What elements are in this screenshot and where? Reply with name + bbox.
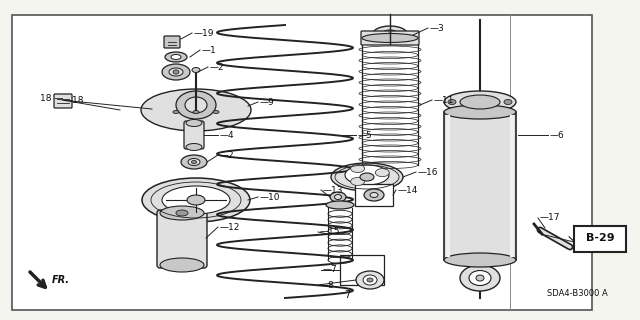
Ellipse shape xyxy=(160,258,204,272)
Ellipse shape xyxy=(345,165,389,185)
Ellipse shape xyxy=(193,110,199,114)
Text: —9: —9 xyxy=(260,98,275,107)
Text: —4: —4 xyxy=(220,131,235,140)
Ellipse shape xyxy=(444,253,516,267)
FancyBboxPatch shape xyxy=(164,36,180,48)
Ellipse shape xyxy=(469,270,491,285)
Ellipse shape xyxy=(351,178,365,186)
Ellipse shape xyxy=(213,110,219,114)
Text: —19: —19 xyxy=(194,28,214,37)
Ellipse shape xyxy=(331,163,403,191)
Text: —2: —2 xyxy=(210,62,225,71)
FancyBboxPatch shape xyxy=(361,31,419,45)
Text: FR.: FR. xyxy=(52,275,70,285)
Text: —5: —5 xyxy=(358,131,372,140)
Ellipse shape xyxy=(476,275,484,281)
Text: SDA4-B3000 A: SDA4-B3000 A xyxy=(547,289,608,298)
Ellipse shape xyxy=(173,70,179,74)
Ellipse shape xyxy=(162,186,230,214)
Ellipse shape xyxy=(191,161,196,164)
FancyBboxPatch shape xyxy=(54,94,72,108)
Text: —16: —16 xyxy=(418,167,438,177)
Text: —3: —3 xyxy=(430,23,445,33)
Text: —18: —18 xyxy=(64,95,84,105)
Ellipse shape xyxy=(186,119,202,126)
Text: —17: —17 xyxy=(540,213,561,222)
Ellipse shape xyxy=(444,91,516,113)
Ellipse shape xyxy=(356,271,384,289)
Ellipse shape xyxy=(448,100,456,105)
Text: —12: —12 xyxy=(220,222,241,231)
FancyBboxPatch shape xyxy=(184,121,204,149)
Bar xyxy=(444,112,516,260)
Text: —2: —2 xyxy=(220,150,235,159)
Ellipse shape xyxy=(162,64,190,80)
Ellipse shape xyxy=(381,30,399,40)
Text: —15: —15 xyxy=(320,228,340,236)
Ellipse shape xyxy=(176,91,216,119)
Ellipse shape xyxy=(171,54,181,60)
Bar xyxy=(340,255,384,285)
Ellipse shape xyxy=(370,193,378,197)
Bar xyxy=(355,184,393,206)
Ellipse shape xyxy=(185,97,207,113)
Text: —6: —6 xyxy=(550,131,564,140)
Ellipse shape xyxy=(173,110,179,114)
Ellipse shape xyxy=(181,155,207,169)
Ellipse shape xyxy=(192,68,200,73)
Ellipse shape xyxy=(186,143,202,150)
Text: —1: —1 xyxy=(202,45,217,54)
Ellipse shape xyxy=(187,195,205,205)
Text: 18 —: 18 — xyxy=(40,93,63,102)
Bar xyxy=(574,226,626,252)
Text: —13: —13 xyxy=(323,186,344,195)
Ellipse shape xyxy=(504,100,512,105)
Ellipse shape xyxy=(387,33,394,37)
Ellipse shape xyxy=(326,201,354,209)
FancyBboxPatch shape xyxy=(157,210,207,268)
Ellipse shape xyxy=(160,206,204,220)
Text: —7: —7 xyxy=(323,266,338,275)
Ellipse shape xyxy=(169,68,183,76)
Ellipse shape xyxy=(444,105,516,119)
Ellipse shape xyxy=(141,89,251,131)
Ellipse shape xyxy=(367,278,373,282)
Ellipse shape xyxy=(165,52,187,62)
Ellipse shape xyxy=(351,164,365,172)
Text: —8: —8 xyxy=(320,281,335,290)
Text: —11: —11 xyxy=(434,95,454,105)
Ellipse shape xyxy=(364,189,384,201)
Ellipse shape xyxy=(372,26,408,44)
Ellipse shape xyxy=(335,195,342,199)
Ellipse shape xyxy=(330,192,346,202)
Ellipse shape xyxy=(362,34,418,43)
Ellipse shape xyxy=(360,173,374,181)
Ellipse shape xyxy=(188,158,200,165)
Ellipse shape xyxy=(142,178,250,222)
Text: —14: —14 xyxy=(398,186,419,195)
Ellipse shape xyxy=(460,95,500,109)
Text: B-29: B-29 xyxy=(586,233,614,243)
Ellipse shape xyxy=(176,210,188,216)
Text: —10: —10 xyxy=(260,193,280,202)
Ellipse shape xyxy=(363,275,377,285)
Text: 7: 7 xyxy=(344,290,350,300)
Ellipse shape xyxy=(460,265,500,291)
Ellipse shape xyxy=(375,169,389,177)
